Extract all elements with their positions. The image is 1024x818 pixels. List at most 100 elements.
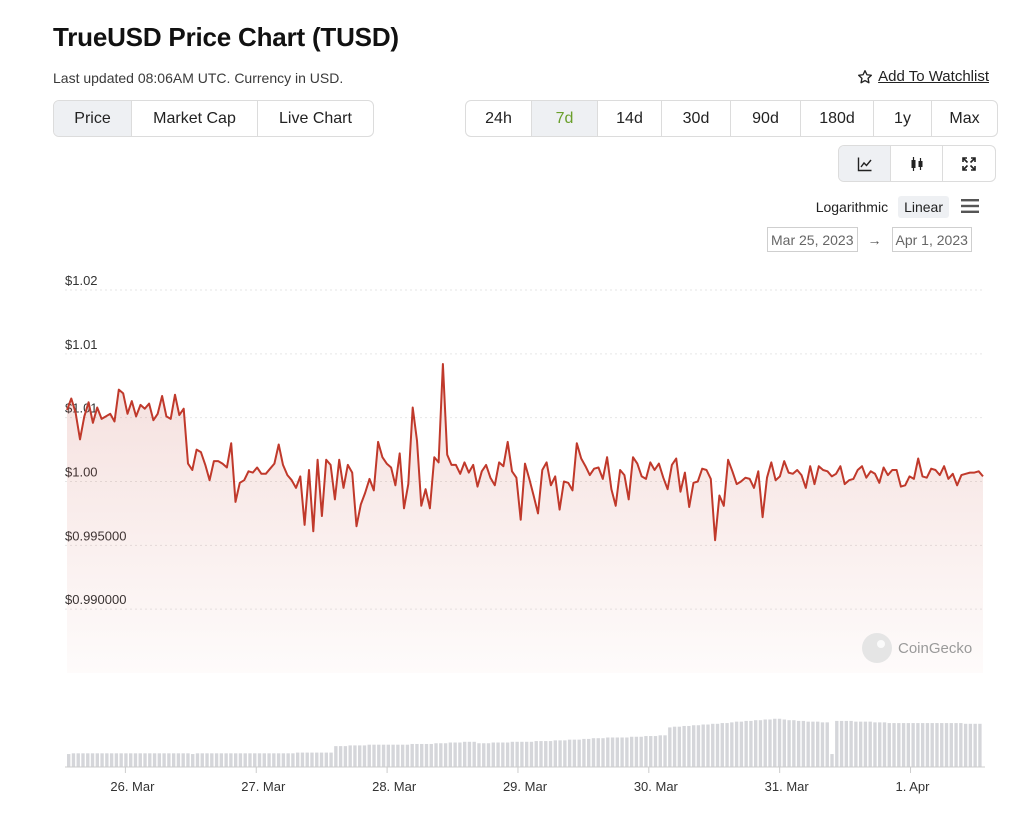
range-30d-button[interactable]: 30d [662,101,731,136]
volume-bar [434,743,438,767]
range-14d-button[interactable]: 14d [598,101,662,136]
range-max-button[interactable]: Max [949,109,980,127]
volume-bar [758,720,763,767]
volume-bar [496,742,500,767]
volume-bar [529,741,534,767]
volume-bar [334,746,338,767]
volume-bar [124,753,128,767]
volume-bar [625,737,629,767]
volume-bar [796,720,801,767]
volume-bar [477,743,481,767]
volume-bar [420,743,424,767]
volume-bar [214,753,219,767]
volume-bar [954,723,958,767]
volume-bar [682,725,686,767]
volume-bar [276,753,281,767]
tab-market-cap[interactable]: Market Cap [132,101,258,136]
date-to-input[interactable]: Apr 1, 2023 [891,227,972,252]
range-7d-button[interactable]: 7d [532,101,598,136]
volume-bar [381,744,386,767]
volume-bar [816,721,820,767]
volume-bar [734,721,739,767]
volume-bar [86,753,90,767]
volume-bar [515,741,519,767]
volume-bar [882,722,887,767]
range-90d-button[interactable]: 90d [731,101,801,136]
volume-bar [386,744,391,767]
volume-bar [305,752,309,767]
volume-bar [587,738,591,767]
volume-bar [720,723,724,767]
volume-bar [777,718,782,767]
linear-option[interactable]: Linear [898,196,949,218]
volume-bar [362,745,367,767]
volume-bar [634,736,639,767]
volume-bar [76,753,80,767]
hamburger-menu-icon[interactable] [960,197,980,215]
volume-bar [415,743,419,767]
volume-bar [90,753,95,767]
candlestick-button[interactable] [891,146,943,181]
volume-bar [973,723,977,767]
volume-bar [930,723,934,767]
logarithmic-option[interactable]: Logarithmic [815,199,889,215]
tab-live-chart[interactable]: Live Chart [279,109,352,127]
x-tick-label: 28. Mar [372,779,417,794]
time-range-tabs: 24h 7d 14d 30d 90d 180d 1y Max [465,100,998,137]
volume-bar [644,736,648,767]
watchlist-label: Add To Watchlist [878,68,989,85]
volume-bar [486,743,491,767]
volume-bar [520,741,524,767]
volume-bar [286,753,290,767]
range-180d-button[interactable]: 180d [801,101,874,136]
volume-bar [563,740,567,767]
volume-bar [572,739,577,767]
volume-bar [601,738,605,767]
volume-bar [114,753,119,767]
range-1y-button[interactable]: 1y [874,101,932,136]
volume-bar [472,741,476,767]
volume-bar [510,741,515,767]
coingecko-logo-eye [877,640,885,648]
volume-bar [577,739,581,767]
volume-bar [935,723,939,767]
volume-bar [329,752,333,767]
volume-bar [897,723,901,767]
volume-bar [920,723,925,767]
add-to-watchlist-link[interactable]: Add To Watchlist [857,68,989,85]
volume-bar [167,753,171,767]
volume-bar [467,741,472,767]
date-from-input[interactable]: Mar 25, 2023 [767,227,858,252]
last-updated-text: Last updated 08:06AM UTC. Currency in US… [53,70,344,86]
volume-bar [358,745,362,767]
volume-bar [949,723,953,767]
tab-price[interactable]: Price [54,101,132,136]
volume-bar [940,723,944,767]
volume-bar [801,720,806,767]
volume-bar [620,737,624,767]
line-chart-button[interactable] [839,146,891,181]
volume-bar [844,720,849,767]
volume-bar [854,721,858,767]
volume-bar [324,752,328,767]
volume-bar [858,721,863,767]
volume-bar [672,726,677,767]
volume-bar [186,753,190,767]
volume-bar [100,753,104,767]
volume-bar [157,753,162,767]
volume-bar [462,741,467,767]
y-tick-label: $1.02 [65,273,98,288]
range-24h-button[interactable]: 24h [466,101,532,136]
volume-bar [238,753,243,767]
star-icon [858,69,873,83]
volume-bar [377,744,381,767]
volume-bar [458,742,462,767]
fullscreen-button[interactable] [943,146,995,181]
volume-bar [453,742,457,767]
volume-bar [744,720,748,767]
volume-bar [558,740,562,767]
volume-bar [200,753,204,767]
volume-bar [210,753,214,767]
volume-bar [296,752,300,767]
volume-bar [367,744,371,767]
